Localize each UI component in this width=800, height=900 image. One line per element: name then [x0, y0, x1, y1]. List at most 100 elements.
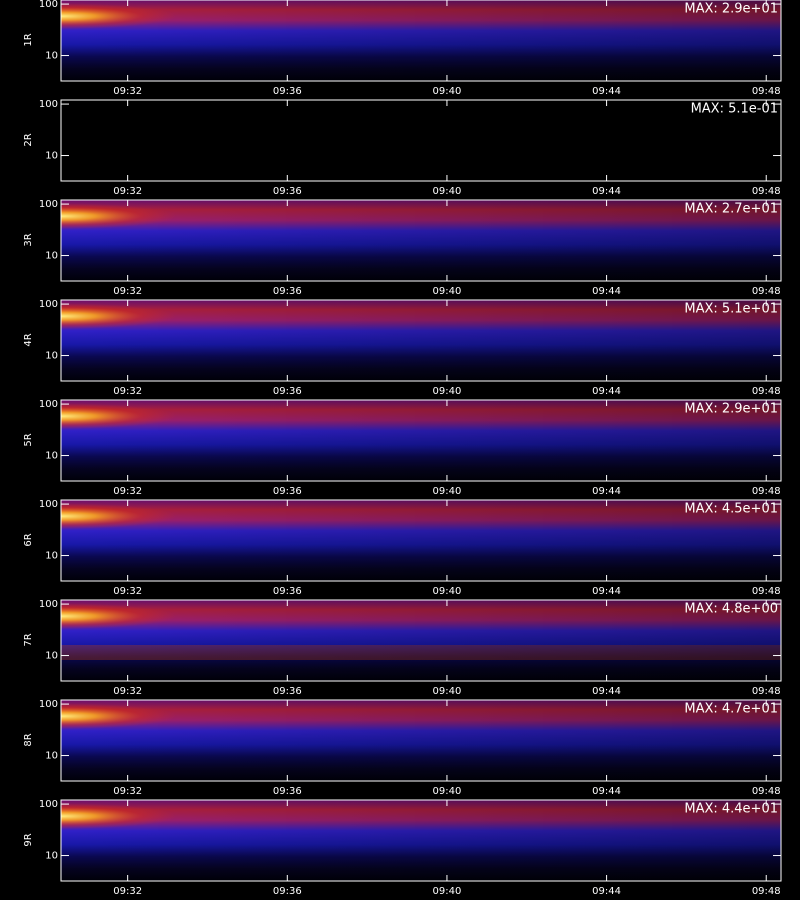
y-tick-label: 100 [39, 499, 58, 510]
y-tick-label: 100 [39, 99, 58, 110]
x-tick-label: 09:40 [433, 86, 462, 97]
plot-frame [60, 699, 782, 782]
x-tick-label: 09:40 [433, 386, 462, 397]
max-annotation: MAX: 4.5e+01 [684, 502, 778, 517]
spectrogram-image [61, 700, 781, 781]
x-tick-label: 09:40 [433, 786, 462, 797]
x-tick-label: 09:32 [113, 286, 142, 297]
x-tick-label: 09:32 [113, 486, 142, 497]
y-tick-label: 10 [45, 51, 58, 62]
x-tick-label: 09:40 [433, 286, 462, 297]
x-tick-label: 09:40 [433, 486, 462, 497]
x-tick-label: 09:40 [433, 886, 462, 897]
plot-frame [60, 599, 782, 682]
y-tick-label: 10 [45, 751, 58, 762]
x-tick-label: 09:36 [273, 286, 302, 297]
x-tick-label: 09:48 [752, 786, 781, 797]
plot-frame [60, 299, 782, 382]
x-tick-label: 09:36 [273, 686, 302, 697]
x-tick-label: 09:36 [273, 586, 302, 597]
x-tick-label: 09:32 [113, 686, 142, 697]
spectrogram-image [61, 600, 781, 681]
y-tick-label: 100 [39, 399, 58, 410]
x-tick-label: 09:44 [592, 786, 621, 797]
plot-frame [60, 399, 782, 482]
x-tick-label: 09:36 [273, 886, 302, 897]
max-annotation: MAX: 4.7e+01 [684, 702, 778, 717]
y-tick-label: 10 [45, 451, 58, 462]
x-tick-label: 09:44 [592, 586, 621, 597]
spectrogram-images [61, 0, 781, 881]
spectrogram-image [61, 300, 781, 381]
y-tick-label: 10 [45, 151, 58, 162]
spectrogram-image [61, 100, 781, 181]
x-tick-label: 09:32 [113, 86, 142, 97]
y-axis-label: 7R [23, 633, 34, 646]
y-tick-label: 100 [39, 0, 58, 10]
y-axis-label: 3R [23, 233, 34, 246]
x-tick-label: 09:40 [433, 586, 462, 597]
x-tick-label: 09:36 [273, 86, 302, 97]
spectrogram-image [61, 0, 781, 81]
x-tick-label: 09:40 [433, 686, 462, 697]
y-tick-label: 10 [45, 851, 58, 862]
plot-frame [60, 0, 782, 82]
max-annotation: MAX: 2.9e+01 [684, 2, 778, 17]
x-tick-label: 09:44 [592, 686, 621, 697]
x-tick-label: 09:44 [592, 486, 621, 497]
x-tick-label: 09:48 [752, 186, 781, 197]
x-tick-label: 09:36 [273, 486, 302, 497]
y-tick-label: 10 [45, 251, 58, 262]
plot-frame [60, 199, 782, 282]
y-axis-label: 1R [23, 33, 34, 46]
y-tick-label: 10 [45, 551, 58, 562]
max-annotation: MAX: 2.7e+01 [684, 202, 778, 217]
x-tick-label: 09:48 [752, 686, 781, 697]
y-axis-label: 8R [23, 733, 34, 746]
max-annotation: MAX: 5.1e-01 [691, 102, 778, 117]
spectrogram-image [61, 200, 781, 281]
y-axis-label: 6R [23, 533, 34, 546]
x-tick-label: 09:32 [113, 386, 142, 397]
y-tick-label: 100 [39, 299, 58, 310]
x-tick-label: 09:32 [113, 886, 142, 897]
y-axis-label: 4R [23, 333, 34, 346]
y-axis-label: 2R [23, 133, 34, 146]
x-tick-label: 09:32 [113, 786, 142, 797]
spectrogram-image [61, 800, 781, 881]
x-tick-label: 09:32 [113, 586, 142, 597]
y-tick-label: 100 [39, 599, 58, 610]
x-tick-label: 09:48 [752, 586, 781, 597]
x-tick-label: 09:40 [433, 186, 462, 197]
spectrogram-image [61, 400, 781, 481]
plot-frame [60, 499, 782, 582]
y-tick-label: 100 [39, 199, 58, 210]
y-axis-label: 5R [23, 433, 34, 446]
x-tick-label: 09:48 [752, 86, 781, 97]
x-tick-label: 09:44 [592, 86, 621, 97]
x-tick-label: 09:48 [752, 286, 781, 297]
spectrogram-image [61, 500, 781, 581]
x-tick-label: 09:44 [592, 286, 621, 297]
x-tick-label: 09:48 [752, 886, 781, 897]
y-tick-label: 100 [39, 699, 58, 710]
plot-frame [60, 99, 782, 182]
max-annotation: MAX: 5.1e+01 [684, 302, 778, 317]
x-tick-label: 09:44 [592, 886, 621, 897]
y-tick-label: 10 [45, 651, 58, 662]
x-tick-label: 09:44 [592, 186, 621, 197]
y-tick-label: 10 [45, 351, 58, 362]
max-annotation: MAX: 4.4e+01 [684, 802, 778, 817]
y-axis-label: 9R [23, 833, 34, 846]
x-tick-label: 09:36 [273, 786, 302, 797]
x-tick-label: 09:48 [752, 486, 781, 497]
x-tick-label: 09:32 [113, 186, 142, 197]
x-tick-label: 09:48 [752, 386, 781, 397]
max-annotation: MAX: 4.8e+00 [684, 602, 778, 617]
x-tick-label: 09:36 [273, 386, 302, 397]
max-annotation: MAX: 2.9e+01 [684, 402, 778, 417]
y-tick-label: 100 [39, 799, 58, 810]
x-tick-label: 09:44 [592, 386, 621, 397]
plot-frame [60, 799, 782, 882]
